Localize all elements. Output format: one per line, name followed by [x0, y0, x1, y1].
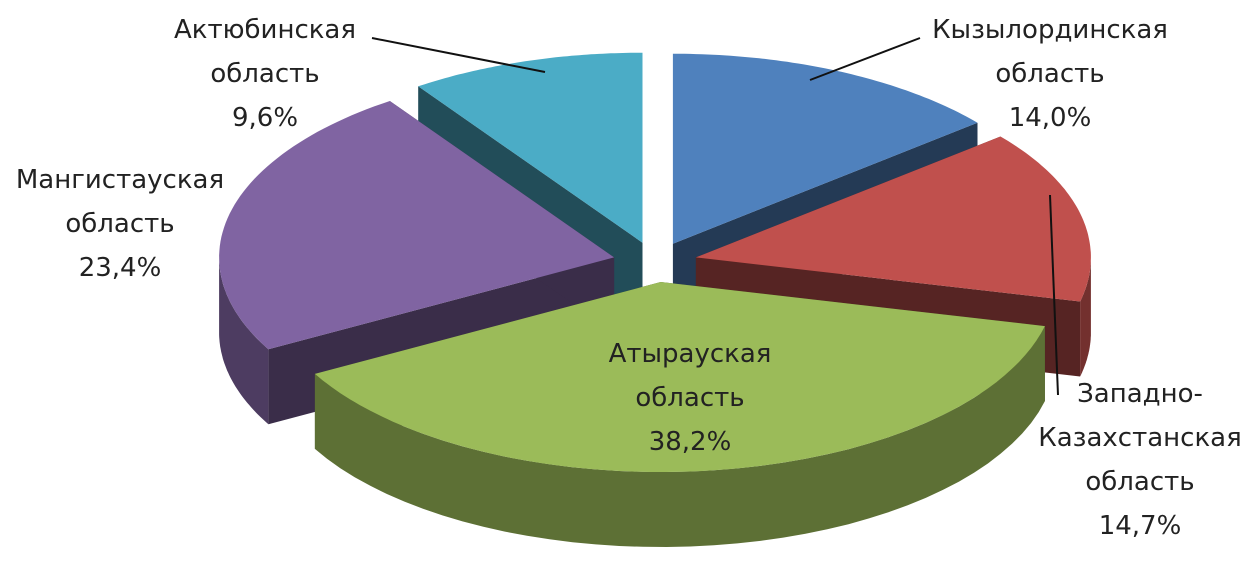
data-label: Западно-Казахстанская область 14,7% — [1020, 372, 1252, 548]
slice-top — [219, 101, 615, 350]
slice — [314, 282, 1045, 547]
leader-line — [1049, 194, 1059, 396]
slice-top — [314, 282, 1045, 472]
slice-side — [314, 326, 1045, 547]
data-label: Кызылординская область 14,0% — [925, 8, 1175, 140]
category-name: Западно-Казахстанская область — [1038, 379, 1242, 497]
leader-line — [371, 37, 546, 73]
slice-top — [695, 136, 1091, 302]
category-name: Кызылординская область — [932, 15, 1168, 89]
category-name: Актюбинская область — [173, 15, 357, 89]
value-label: 38,2% — [648, 427, 732, 457]
value-label: 23,4% — [78, 253, 162, 283]
slice-top — [672, 53, 978, 244]
data-label: Актюбинская область 9,6% — [155, 8, 375, 140]
data-label: Атырауская область 38,2% — [575, 332, 805, 464]
data-label: Мангистауская область 23,4% — [0, 158, 240, 290]
slice-top — [418, 52, 643, 243]
value-label: 14,0% — [1008, 103, 1092, 133]
category-name: Атырауская область — [608, 339, 772, 413]
slice-side — [219, 257, 269, 425]
slice-side — [1080, 257, 1091, 377]
value-label: 14,7% — [1098, 511, 1182, 541]
leader-line — [809, 37, 921, 81]
value-label: 9,6% — [231, 103, 299, 133]
category-name: Мангистауская область — [15, 165, 225, 239]
